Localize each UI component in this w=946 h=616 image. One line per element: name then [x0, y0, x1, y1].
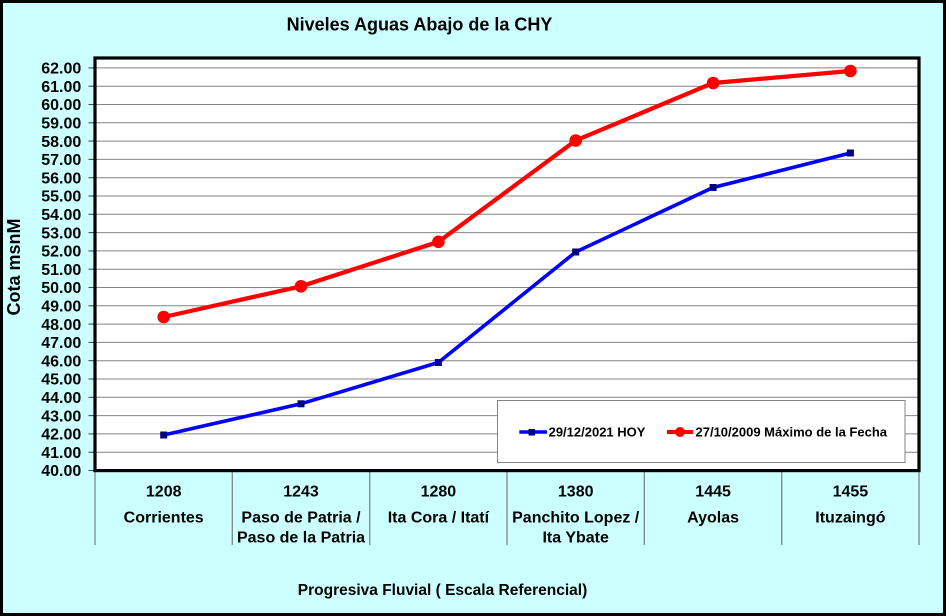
svg-text:42.00: 42.00	[41, 427, 81, 444]
svg-text:54.00: 54.00	[41, 207, 81, 224]
svg-text:49.00: 49.00	[41, 299, 81, 316]
svg-text:Ituzaingó: Ituzaingó	[815, 510, 885, 527]
svg-text:Corrientes: Corrientes	[124, 510, 204, 527]
svg-text:44.00: 44.00	[41, 390, 81, 407]
svg-text:47.00: 47.00	[41, 335, 81, 352]
svg-text:56.00: 56.00	[41, 170, 81, 187]
svg-text:Progresiva Fluvial ( Escala Re: Progresiva Fluvial ( Escala Referencial)	[298, 582, 587, 599]
svg-text:55.00: 55.00	[41, 189, 81, 206]
svg-text:62.00: 62.00	[41, 61, 81, 78]
svg-text:Cota msnM: Cota msnM	[4, 218, 24, 315]
svg-text:27/10/2009 Máximo de la Fecha: 27/10/2009 Máximo de la Fecha	[696, 425, 888, 440]
svg-text:40.00: 40.00	[41, 463, 81, 480]
svg-text:48.00: 48.00	[41, 317, 81, 334]
svg-text:58.00: 58.00	[41, 134, 81, 151]
svg-text:41.00: 41.00	[41, 445, 81, 462]
svg-text:Paso de la Patria: Paso de la Patria	[237, 529, 365, 546]
svg-text:60.00: 60.00	[41, 97, 81, 114]
svg-text:1280: 1280	[421, 483, 457, 500]
svg-text:43.00: 43.00	[41, 408, 81, 425]
svg-text:Ita Ybate: Ita Ybate	[542, 529, 609, 546]
svg-text:57.00: 57.00	[41, 152, 81, 169]
svg-text:1455: 1455	[833, 483, 869, 500]
svg-text:1243: 1243	[283, 483, 319, 500]
svg-text:61.00: 61.00	[41, 79, 81, 96]
svg-text:29/12/2021 HOY: 29/12/2021 HOY	[549, 425, 646, 440]
svg-text:Niveles Aguas Abajo de la CHY: Niveles Aguas Abajo de la CHY	[287, 15, 553, 35]
svg-text:Panchito Lopez /: Panchito Lopez /	[512, 510, 640, 527]
svg-text:1208: 1208	[146, 483, 182, 500]
svg-text:46.00: 46.00	[41, 353, 81, 370]
svg-text:45.00: 45.00	[41, 372, 81, 389]
svg-text:51.00: 51.00	[41, 262, 81, 279]
svg-text:Paso de Patria /: Paso de Patria /	[241, 510, 361, 527]
svg-text:Ita Cora / Itatí: Ita Cora / Itatí	[388, 510, 490, 527]
svg-text:1445: 1445	[695, 483, 731, 500]
svg-text:Ayolas: Ayolas	[687, 510, 739, 527]
svg-text:53.00: 53.00	[41, 225, 81, 242]
svg-text:1380: 1380	[558, 483, 594, 500]
svg-text:52.00: 52.00	[41, 244, 81, 261]
svg-text:50.00: 50.00	[41, 280, 81, 297]
svg-text:59.00: 59.00	[41, 116, 81, 133]
